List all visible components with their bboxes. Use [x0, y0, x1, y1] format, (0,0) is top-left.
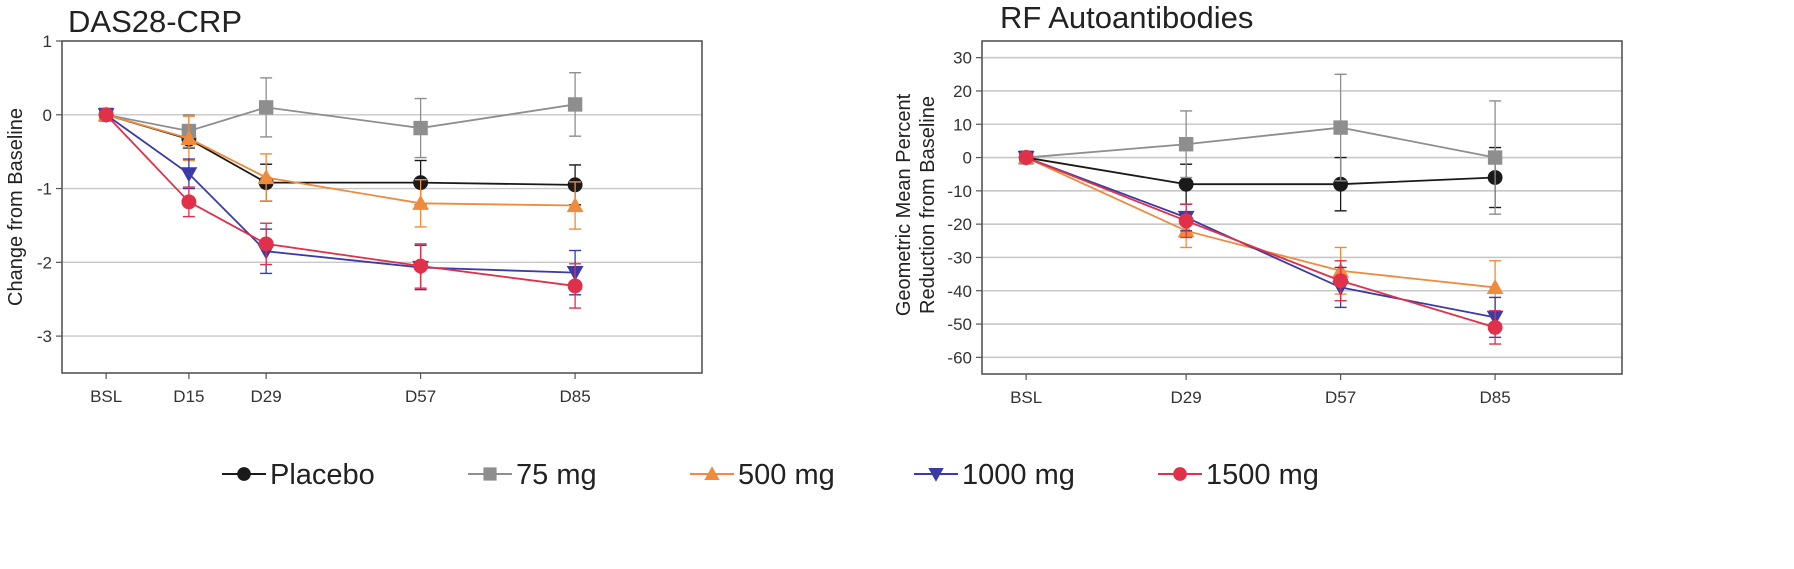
data-point	[1487, 150, 1503, 165]
series-line	[105, 103, 576, 132]
y-tick-label: 0	[963, 149, 972, 168]
series-line	[105, 113, 576, 186]
y-axis-label: Change from Baseline	[5, 108, 27, 306]
data-point	[567, 278, 583, 294]
x-tick-label: D57	[405, 387, 436, 406]
series-1000-mg	[97, 108, 584, 296]
legend-label: 1500 mg	[1206, 459, 1319, 491]
data-point	[566, 197, 584, 213]
x-tick-label: D29	[1171, 388, 1202, 407]
x-tick-label: D29	[251, 387, 282, 406]
series-500-mg	[97, 106, 584, 230]
y-axis-label-line-2: Reduction from Baseline	[917, 96, 939, 314]
series-line	[1025, 156, 1496, 319]
y-tick-label: 20	[953, 82, 972, 101]
gridlines	[982, 56, 1622, 359]
series-line	[105, 114, 576, 274]
series-1000-mg	[1017, 150, 1504, 339]
y-axis-ticks: 1 0 -1 -2 -3	[37, 32, 62, 346]
series-75-mg	[1018, 73, 1503, 215]
x-tick-label: D15	[173, 387, 204, 406]
series-line	[1026, 126, 1496, 159]
chart-rf-autoantibodies: RF Autoantibodies 30 20 10 0 -10 -20 -30 -40 -50…	[893, 0, 1623, 407]
chart-title: DAS28-CRP	[68, 4, 242, 39]
legend-marker	[704, 466, 720, 481]
y-tick-label: -30	[947, 248, 972, 267]
data-point	[258, 100, 274, 115]
data-point	[98, 107, 114, 123]
series-line	[1025, 156, 1496, 186]
data-point	[412, 194, 430, 210]
y-tick-label: 30	[953, 49, 972, 68]
data-point	[180, 167, 198, 183]
x-tick-label: D85	[1480, 388, 1511, 407]
x-tick-label: BSL	[90, 387, 122, 406]
data-point	[1178, 213, 1194, 229]
legend-item-75-mg: 75 mg	[468, 459, 597, 491]
legend-item-500-mg: 500 mg	[690, 459, 835, 491]
legend-marker	[237, 467, 251, 481]
legend-label: 500 mg	[738, 459, 835, 491]
legend-marker	[1173, 467, 1187, 481]
legend-item-1000-mg: 1000 mg	[914, 459, 1075, 491]
x-tick-label: BSL	[1010, 388, 1042, 407]
gridlines	[62, 114, 702, 337]
data-point	[1487, 319, 1503, 335]
plot-frame	[61, 40, 703, 374]
data-point	[413, 258, 429, 274]
legend-item-placebo: Placebo	[222, 459, 375, 491]
series-1500-mg	[98, 107, 583, 309]
y-tick-label: -2	[37, 253, 52, 272]
chart-das28-crp: DAS28-CRP 1 0 -1 -2 -3 BSL D15 D29 D57 D85 Chang…	[5, 4, 703, 406]
y-tick-label: -60	[947, 348, 972, 367]
series-line	[1025, 156, 1496, 289]
y-axis-ticks: 30 20 10 0 -10 -20 -30 -40 -50 -60	[947, 49, 982, 367]
y-tick-label: -50	[947, 315, 972, 334]
x-axis-ticks: BSL D29 D57 D85	[1010, 374, 1511, 407]
series-layer	[97, 72, 584, 309]
y-tick-label: -40	[947, 282, 972, 301]
y-tick-label: -3	[37, 327, 52, 346]
series-layer	[1017, 73, 1504, 345]
series-line	[105, 114, 576, 287]
data-point	[567, 97, 583, 112]
data-point	[1333, 120, 1348, 135]
data-point	[180, 129, 198, 145]
legend-label: 1000 mg	[962, 459, 1075, 491]
data-point	[257, 169, 275, 185]
x-axis-ticks: BSL D15 D29 D57 D85	[90, 373, 591, 406]
chart-title: RF Autoantibodies	[1000, 0, 1253, 35]
x-tick-label: D85	[560, 387, 591, 406]
data-point	[1018, 150, 1034, 165]
legend-marker	[483, 467, 497, 481]
y-tick-label: -20	[947, 215, 972, 234]
series-500-mg	[1017, 149, 1504, 315]
data-point	[258, 236, 274, 252]
y-tick-label: -1	[37, 180, 52, 199]
data-point	[181, 194, 197, 210]
y-tick-label: 0	[43, 106, 52, 125]
y-tick-label: 10	[953, 115, 972, 134]
data-point	[1333, 273, 1349, 289]
series-1500-mg	[1018, 150, 1503, 345]
data-point	[413, 120, 428, 136]
x-tick-label: D57	[1325, 388, 1356, 407]
legend-marker	[928, 467, 944, 482]
data-point	[1486, 279, 1504, 295]
y-tick-label: 1	[43, 32, 52, 51]
series-line	[1025, 156, 1496, 329]
data-point	[1178, 137, 1194, 152]
y-tick-label: -10	[947, 182, 972, 201]
plot-frame	[981, 40, 1623, 375]
legend-label: Placebo	[270, 459, 375, 491]
y-axis-label-line-1: Geometric Mean Percent	[893, 93, 915, 316]
legend: Placebo 75 mg 500 mg 1000 mg 1500 mg	[222, 459, 1319, 491]
legend-item-1500-mg: 1500 mg	[1158, 459, 1319, 491]
data-point	[1178, 176, 1194, 192]
legend-label: 75 mg	[516, 459, 597, 491]
